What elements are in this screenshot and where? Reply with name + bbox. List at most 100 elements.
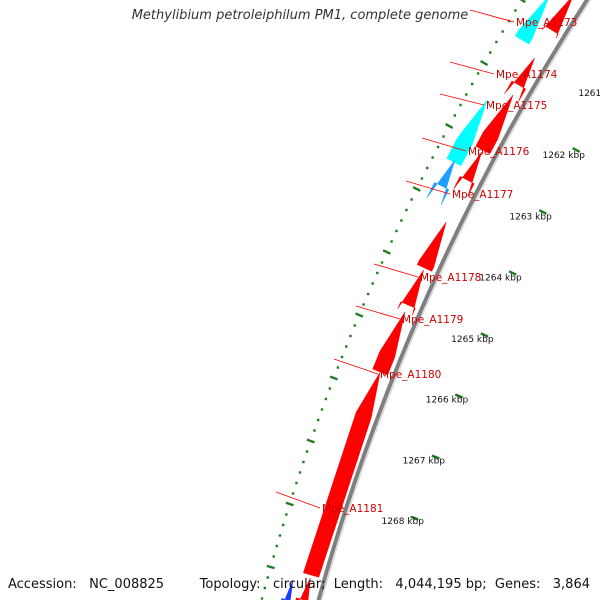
inner-dot xyxy=(442,135,445,138)
cds-arrow xyxy=(303,371,381,578)
gene-label: Mpe_A1176 xyxy=(468,146,530,158)
gene-label: Mpe_A1178 xyxy=(420,272,481,284)
inner-dot xyxy=(260,597,264,600)
inner-dot xyxy=(263,586,267,590)
inner-tick-track xyxy=(260,0,526,600)
cds-alt-arrow xyxy=(426,159,456,206)
inner-dot xyxy=(295,481,298,485)
inner-dot xyxy=(340,355,344,359)
ruler-tick xyxy=(572,147,581,153)
inner-tick xyxy=(355,312,364,318)
ruler-tick-label: 1266 kbp xyxy=(426,396,469,406)
ruler-tick xyxy=(410,515,419,521)
inner-dot xyxy=(305,450,309,453)
gene-label-line xyxy=(275,491,321,509)
inner-dot xyxy=(353,324,356,327)
genes-value: 3,864 xyxy=(552,577,590,592)
gene-labels: Mpe_A1173 Mpe_A1174 Mpe_A1175 Mpe_A1176 Mpe_… xyxy=(275,9,577,515)
accession-info: Accession: NC_008825 xyxy=(8,577,164,592)
inner-dot xyxy=(285,513,288,516)
cds-arrow xyxy=(504,57,535,102)
rrna-arrow xyxy=(280,579,294,600)
inner-dot xyxy=(278,534,282,537)
ruler-tick-label: 1263 kbp xyxy=(509,213,552,223)
map-title: Methylibium petroleiphilum PM1, complete… xyxy=(131,8,469,23)
cds-arrow xyxy=(295,577,311,600)
ruler-tick-label: 1262 kbp xyxy=(543,151,586,161)
inner-dot xyxy=(431,156,434,159)
inner-dot xyxy=(376,271,379,275)
gene-label: Mpe_A1181 xyxy=(322,503,383,515)
inner-dot xyxy=(410,198,413,201)
cds-arrow xyxy=(475,94,514,155)
length-value: 4,044,195 bp xyxy=(395,577,483,592)
inner-dot xyxy=(313,429,316,432)
cds-alt-arrow xyxy=(514,0,549,45)
gene-label-line xyxy=(405,180,451,195)
ruler-tick-label: 1267 kbp xyxy=(403,456,446,466)
inner-dot xyxy=(495,40,498,44)
inner-tick xyxy=(306,438,315,444)
gene-label: Mpe_A1174 xyxy=(496,69,558,81)
gene-label-line xyxy=(449,61,495,75)
cds-arrow xyxy=(397,269,424,316)
inner-dot xyxy=(459,103,462,107)
inner-tick xyxy=(382,249,391,255)
inner-dot xyxy=(405,208,408,212)
inner-dot xyxy=(316,418,320,422)
inner-tick xyxy=(412,186,421,192)
inner-tick xyxy=(519,0,526,4)
inner-dot xyxy=(266,576,269,579)
genes-label: Genes: xyxy=(494,577,541,592)
ruler-tick xyxy=(454,393,464,399)
gene-label: Mpe_A1177 xyxy=(452,189,513,201)
gene-label-line xyxy=(373,263,419,278)
inner-dot xyxy=(302,460,305,464)
gene-label: Mpe_A1175 xyxy=(486,100,547,112)
inner-dot xyxy=(476,72,480,75)
ruler-tick-label: 1261 kbp xyxy=(578,89,600,99)
ruler-tick xyxy=(538,209,548,215)
inner-dot xyxy=(362,303,365,306)
accession-label: Accession: xyxy=(8,577,77,592)
ruler-tick xyxy=(480,332,489,338)
inner-dot xyxy=(395,229,398,233)
inner-dot xyxy=(426,166,429,170)
inner-dot xyxy=(390,240,393,243)
topology-label: Topology: xyxy=(199,577,261,592)
cds-arrow xyxy=(372,311,406,376)
gene-label: Mpe_A1179 xyxy=(402,314,463,326)
inner-dot xyxy=(336,366,340,369)
inner-dot xyxy=(272,555,275,558)
inner-dot xyxy=(420,177,424,180)
gene-label-line xyxy=(439,93,485,106)
ruler-tick-label: 1268 kbp xyxy=(382,517,425,527)
ruler-tick xyxy=(431,454,440,460)
cds-arrow xyxy=(453,151,482,197)
genome-backbone xyxy=(316,0,590,600)
inner-dot xyxy=(345,345,348,348)
inner-dot xyxy=(320,408,324,411)
inner-tick xyxy=(445,123,454,129)
inner-dot xyxy=(328,387,332,390)
cds-arrow xyxy=(416,221,447,272)
inner-dot xyxy=(465,93,468,96)
inner-dot xyxy=(371,282,374,285)
topology-info: Topology: circular; Length: 4,044,195 bp… xyxy=(199,577,590,592)
gene-label: Mpe_A1173 xyxy=(516,17,577,29)
inner-dot xyxy=(400,219,403,222)
gene-label-line xyxy=(421,137,467,152)
feature-track xyxy=(280,0,572,600)
ruler-tick xyxy=(508,270,517,276)
gene-label-line xyxy=(469,9,515,23)
topology-value: circular xyxy=(272,577,322,592)
inner-dot xyxy=(298,471,302,474)
inner-tick xyxy=(266,564,275,570)
gene-label-line xyxy=(333,358,379,375)
inner-dot xyxy=(291,492,295,495)
ruler-tick-label: 1265 kbp xyxy=(451,335,494,345)
accession-value: NC_008825 xyxy=(89,577,165,592)
inner-tick xyxy=(285,501,294,507)
